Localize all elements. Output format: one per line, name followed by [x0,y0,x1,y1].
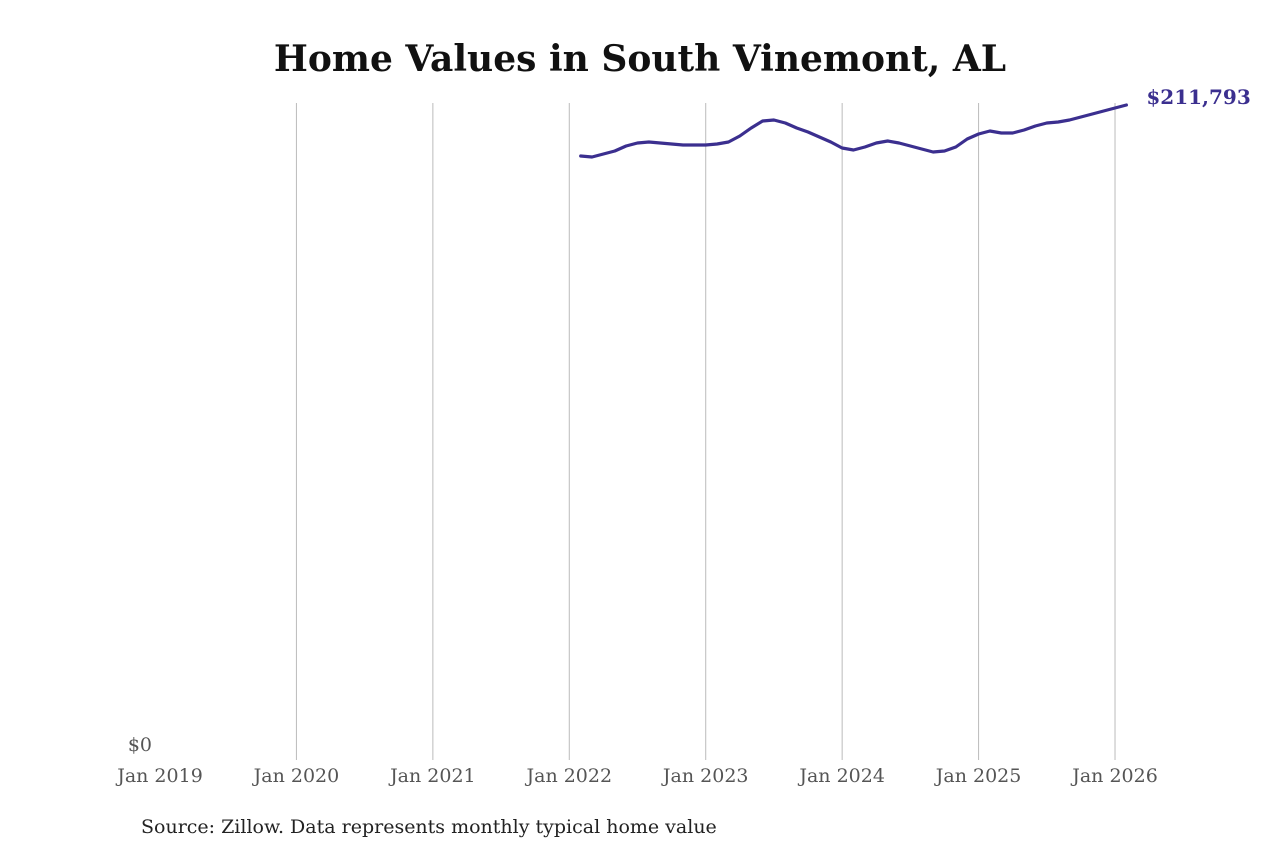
x-tick-label: Jan 2019 [115,765,203,787]
x-tick-label: Jan 2020 [252,765,340,787]
last-value-label: $211,793 [1146,85,1250,109]
x-tick-label: Jan 2026 [1070,765,1158,787]
x-tick-label: Jan 2022 [525,765,613,787]
x-tick-label: Jan 2024 [797,765,885,787]
y-tick-label: $0 [128,734,152,756]
x-tick-label: Jan 2023 [661,765,749,787]
x-tick-label: Jan 2025 [934,765,1022,787]
x-tick-label: Jan 2021 [388,765,476,787]
source-note: Source: Zillow. Data represents monthly … [141,816,717,838]
series-line [579,103,1128,159]
chart-title: Home Values in South Vinemont, AL [273,38,1007,80]
